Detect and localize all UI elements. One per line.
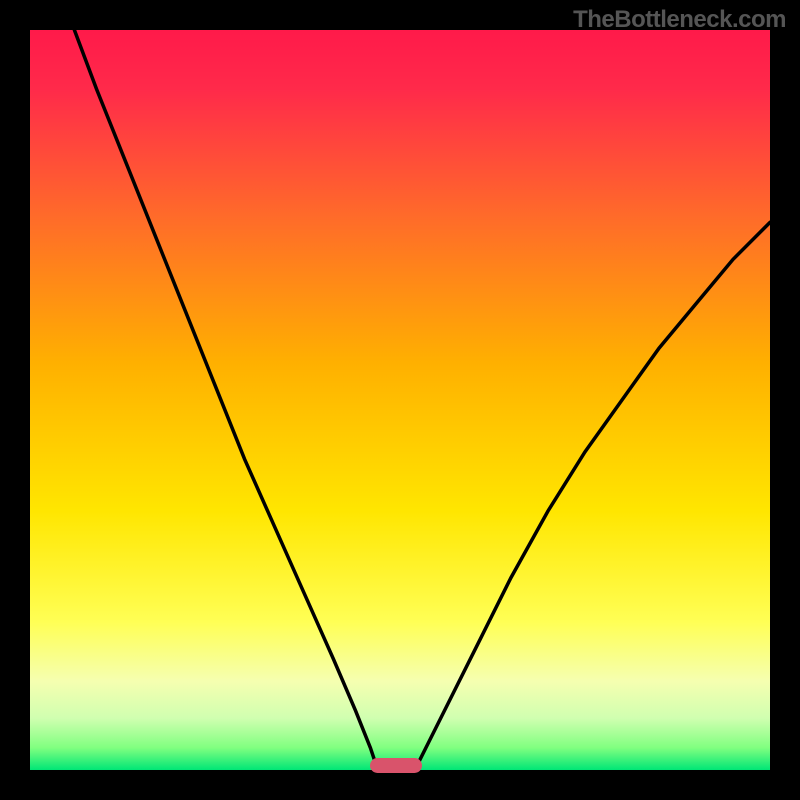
chart-frame: TheBottleneck.com: [0, 0, 800, 800]
bottleneck-curve-right: [415, 222, 770, 770]
plot-area: [30, 30, 770, 770]
optimal-marker: [370, 758, 422, 773]
watermark-text: TheBottleneck.com: [573, 6, 786, 34]
curve-svg: [30, 30, 770, 770]
bottleneck-curve-left: [74, 30, 377, 770]
